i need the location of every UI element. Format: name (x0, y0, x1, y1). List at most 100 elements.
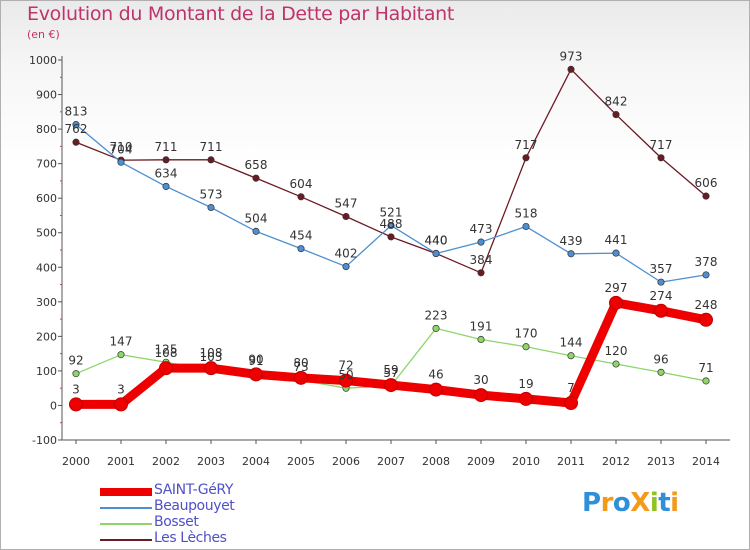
data-label-bosset: 73 (293, 360, 308, 374)
proxiti-logo: ProXiti (582, 488, 679, 518)
axes: -100 0 100 200 300 400 500 600 700 800 900 1000 2000… (29, 54, 730, 468)
x-tick-label: 2002 (152, 455, 180, 468)
data-point-saint-gery (384, 378, 398, 393)
x-tick-label: 2014 (692, 455, 720, 468)
x-tick-label: 2007 (377, 455, 405, 468)
data-label-bosset: 191 (470, 319, 493, 333)
series-layer (69, 65, 713, 412)
data-point-bosset (72, 370, 80, 378)
logo-letter: i (649, 488, 659, 518)
data-point-beaupouyet (387, 221, 395, 230)
data-label-saint-gery: 19 (518, 377, 533, 391)
data-point-saint-gery (519, 391, 533, 406)
y-tick-label: 300 (36, 296, 57, 309)
data-point-saint-gery (429, 382, 443, 397)
data-label-les-leches: 604 (290, 177, 313, 191)
data-point-bosset (522, 343, 530, 351)
data-point-bosset (117, 351, 125, 359)
data-label-beaupouyet: 504 (245, 211, 268, 225)
data-point-bosset (657, 368, 665, 376)
legend-label: Beaupouyet (154, 498, 235, 514)
data-point-beaupouyet (612, 249, 620, 257)
data-label-beaupouyet: 634 (155, 166, 178, 180)
data-label-beaupouyet: 402 (335, 247, 358, 261)
data-label-saint-gery: 3 (117, 382, 125, 396)
x-tick-label: 2004 (242, 455, 270, 468)
y-tick-label: 1000 (29, 54, 57, 67)
legend-swatch (100, 507, 152, 509)
data-point-les-leches (612, 111, 620, 119)
data-point-beaupouyet (477, 238, 485, 246)
data-point-les-leches (702, 192, 710, 200)
logo-letter: i (670, 488, 679, 518)
data-label-beaupouyet: 440 (425, 233, 448, 247)
data-label-les-leches: 384 (470, 253, 493, 267)
data-label-les-leches: 547 (335, 196, 358, 210)
data-point-beaupouyet (162, 182, 170, 190)
legend-label: Bosset (154, 514, 199, 530)
data-label-les-leches: 711 (155, 140, 178, 154)
data-point-saint-gery (114, 397, 128, 412)
data-point-saint-gery (609, 295, 623, 310)
data-point-beaupouyet (297, 245, 305, 253)
data-point-saint-gery (159, 361, 173, 376)
data-point-beaupouyet (207, 203, 215, 212)
unit-label: (en €) (27, 28, 60, 41)
y-tick-label: 900 (36, 89, 57, 102)
data-point-beaupouyet (522, 222, 530, 231)
x-tick-label: 2003 (197, 455, 225, 468)
data-label-les-leches: 842 (605, 95, 628, 109)
data-label-les-leches: 440 (425, 233, 448, 247)
data-point-les-leches (297, 193, 305, 201)
data-point-bosset (612, 360, 620, 368)
data-point-beaupouyet (252, 227, 260, 235)
data-label-beaupouyet: 378 (695, 255, 718, 269)
data-point-saint-gery (699, 312, 713, 327)
data-point-beaupouyet (342, 263, 350, 271)
data-point-les-leches (207, 156, 215, 164)
data-point-beaupouyet (702, 271, 710, 279)
data-point-beaupouyet (117, 158, 125, 166)
data-label-saint-gery: 297 (605, 281, 628, 295)
data-label-saint-gery: 248 (695, 298, 718, 312)
data-point-bosset (477, 335, 485, 344)
data-point-beaupouyet (567, 250, 575, 258)
logo-letter: t (658, 488, 671, 518)
data-label-saint-gery: 108 (200, 346, 223, 360)
data-label-beaupouyet: 439 (560, 234, 583, 248)
data-label-beaupouyet: 521 (380, 205, 403, 219)
logo-letter: o (612, 488, 631, 518)
data-label-bosset: 57 (383, 366, 398, 380)
data-label-les-leches: 658 (245, 158, 268, 172)
x-tick-label: 2013 (647, 455, 675, 468)
data-label-saint-gery: 274 (650, 289, 673, 303)
data-point-saint-gery (564, 396, 578, 411)
data-point-saint-gery (294, 370, 308, 385)
data-label-les-leches: 717 (515, 138, 538, 152)
data-point-saint-gery (474, 388, 488, 403)
x-tick-label: 2000 (62, 455, 90, 468)
data-label-bosset: 170 (515, 327, 538, 341)
data-label-bosset: 71 (698, 361, 713, 375)
logo-letter: r (600, 488, 614, 518)
data-label-les-leches: 606 (695, 176, 718, 190)
x-tick-label: 2005 (287, 455, 315, 468)
logo-letter: P (582, 488, 601, 518)
x-tick-label: 2011 (557, 455, 585, 468)
legend-swatch (100, 539, 152, 541)
data-label-les-leches: 488 (380, 217, 403, 231)
data-label-bosset: 147 (110, 335, 133, 349)
legend-label: Les Lèches (154, 530, 227, 546)
y-tick-label: 800 (36, 123, 57, 136)
data-label-bosset: 223 (425, 308, 448, 322)
data-label-saint-gery: 108 (155, 346, 178, 360)
data-point-les-leches (477, 269, 485, 277)
data-point-les-leches (387, 233, 395, 241)
y-tick-label: 700 (36, 158, 57, 171)
y-tick-label: -100 (32, 434, 57, 447)
data-point-les-leches (252, 174, 260, 182)
logo-letter: X (630, 488, 650, 518)
chart-title: Evolution du Montant de la Dette par Hab… (27, 3, 455, 25)
